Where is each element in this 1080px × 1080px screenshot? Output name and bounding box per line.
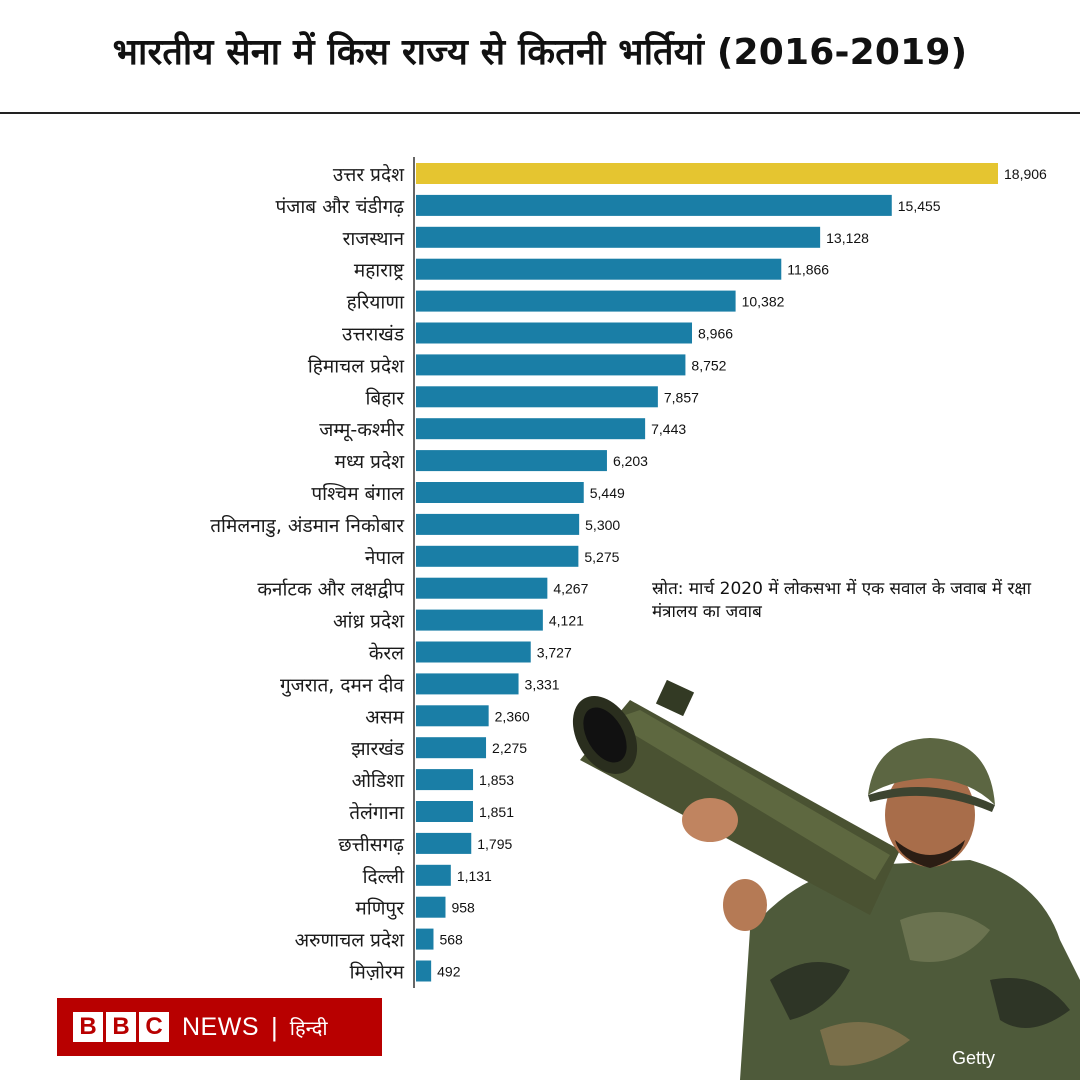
category-label: कर्नाटक और लक्षद्वीप — [257, 578, 405, 601]
bbc-news-hindi-logo: B B C NEWS | हिन्दी — [57, 998, 382, 1056]
bar — [416, 864, 451, 886]
category-label: उत्तर प्रदेश — [333, 163, 405, 186]
value-label: 4,121 — [549, 613, 584, 629]
category-label: मध्य प्रदेश — [335, 450, 405, 473]
category-label: गुजरात, दमन दीव — [280, 673, 404, 697]
bar — [416, 482, 584, 503]
category-label: आंध्र प्रदेश — [333, 610, 405, 633]
source-note: स्रोत: मार्च 2020 में लोकसभा में एक सवाल… — [652, 579, 1031, 622]
bar — [416, 769, 474, 791]
category-label: पश्चिम बंगाल — [311, 482, 405, 505]
category-label: महाराष्ट्र — [354, 260, 405, 282]
bar — [416, 226, 821, 248]
value-label: 3,727 — [537, 645, 572, 661]
value-label: 6,203 — [613, 453, 648, 469]
category-label: हरियाणा — [347, 291, 405, 314]
photo-credit: Getty — [952, 1048, 996, 1068]
value-label: 1,853 — [479, 772, 514, 788]
chart-title: भारतीय सेना में किस राज्य से कितनी भर्ति… — [112, 32, 968, 73]
category-label: असम — [365, 706, 404, 728]
value-label: 2,360 — [495, 708, 530, 724]
bar — [416, 673, 519, 695]
bar — [416, 577, 548, 599]
value-label: 15,455 — [898, 198, 941, 214]
category-label: दिल्ली — [363, 865, 405, 888]
bar — [416, 832, 472, 854]
category-label: मणिपुर — [355, 897, 405, 921]
value-label: 492 — [437, 964, 461, 980]
category-label: बिहार — [365, 386, 405, 409]
category-label: ओडिशा — [352, 769, 405, 792]
category-label: तेलंगाना — [349, 801, 405, 824]
value-label: 1,851 — [479, 804, 514, 820]
bar — [416, 737, 487, 759]
category-label: छत्तीसगढ़ — [338, 833, 404, 856]
bar-chart: उत्तर प्रदेश 18,906 पंजाब और चंडीगढ़ 15,455… — [210, 157, 1047, 988]
bar — [416, 928, 434, 950]
bar — [416, 163, 998, 184]
logo-letter-b2: B — [106, 1012, 136, 1042]
soldier-photo — [572, 680, 1080, 1080]
bar-group: उत्तर प्रदेश 18,906 पंजाब और चंडीगढ़ 15,455… — [210, 163, 1047, 984]
value-label: 1,131 — [457, 868, 492, 884]
soldier-illustration — [572, 680, 1080, 1080]
bar — [416, 801, 473, 822]
title-divider — [0, 112, 1080, 114]
category-label: हिमाचल प्रदेश — [308, 354, 405, 377]
bar — [416, 354, 686, 376]
bar — [416, 641, 531, 663]
value-label: 18,906 — [1004, 166, 1047, 182]
value-label: 5,449 — [590, 485, 625, 501]
value-label: 4,267 — [553, 581, 588, 597]
bar — [416, 418, 646, 440]
value-label: 11,866 — [787, 262, 829, 278]
value-label: 1,795 — [477, 836, 512, 852]
bar — [416, 322, 693, 344]
value-label: 568 — [439, 932, 463, 948]
bar — [416, 513, 580, 535]
bar — [416, 386, 658, 408]
category-label: मिज़ोरम — [350, 961, 405, 984]
bar — [416, 896, 446, 918]
category-label: तमिलनाडु, अंडमान निकोबार — [210, 514, 405, 538]
value-label: 8,752 — [691, 357, 726, 373]
value-label: 3,331 — [525, 676, 560, 692]
value-label: 10,382 — [742, 294, 785, 310]
category-label: जम्मू-कश्मीर — [319, 418, 405, 442]
bar — [416, 194, 892, 216]
bar — [416, 450, 607, 472]
logo-separator: | — [271, 1011, 278, 1042]
value-label: 958 — [451, 900, 475, 916]
category-label: पंजाब और चंडीगढ़ — [276, 195, 405, 218]
category-label: नेपाल — [365, 546, 405, 569]
category-label: राजस्थान — [343, 228, 405, 250]
bar — [416, 609, 543, 631]
logo-letter-b1: B — [73, 1012, 103, 1042]
category-label: केरल — [369, 642, 405, 665]
bar — [416, 960, 432, 982]
value-label: 7,443 — [651, 421, 686, 437]
value-label: 2,275 — [492, 740, 527, 756]
logo-letter-c: C — [139, 1012, 169, 1042]
category-label: अरुणाचल प्रदेश — [295, 929, 405, 952]
logo-language: हिन्दी — [289, 1015, 328, 1040]
logo-news: NEWS — [182, 1012, 259, 1041]
bar — [416, 545, 579, 567]
bar — [416, 705, 489, 727]
value-label: 7,857 — [664, 389, 699, 405]
value-label: 13,128 — [826, 230, 869, 246]
bar — [416, 290, 736, 312]
bar — [416, 258, 782, 280]
value-label: 8,966 — [698, 326, 733, 342]
category-label: उत्तराखंड — [342, 324, 405, 346]
category-label: झारखंड — [351, 738, 405, 760]
value-label: 5,300 — [585, 517, 620, 533]
value-label: 5,275 — [584, 549, 619, 565]
